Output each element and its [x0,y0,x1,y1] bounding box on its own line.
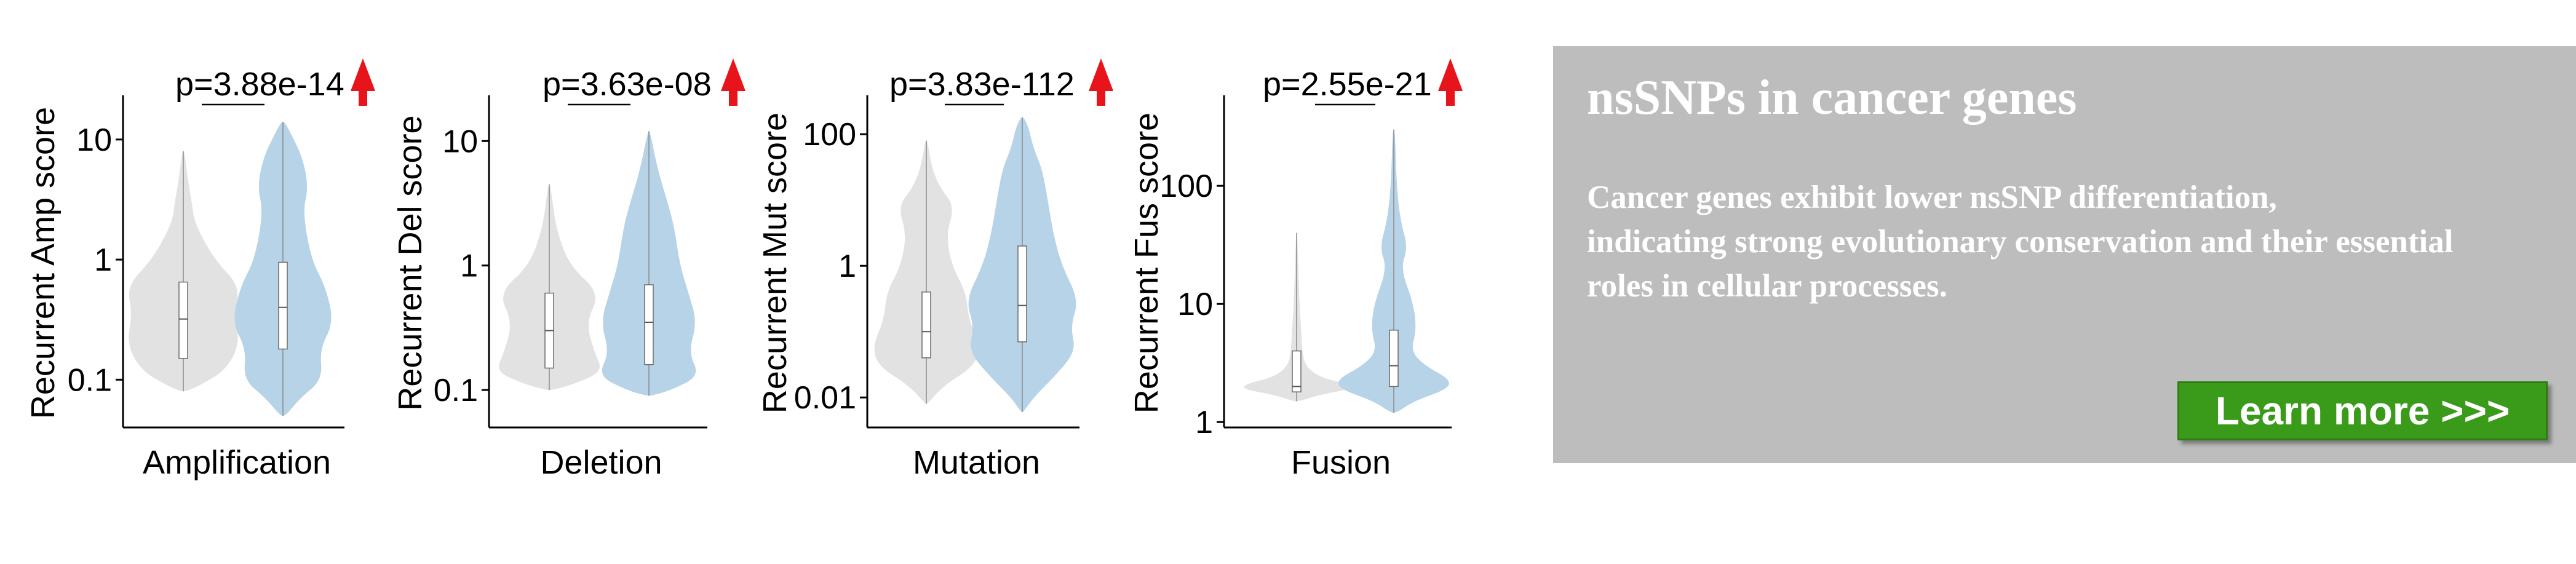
up-arrow-icon [1089,58,1113,106]
promo-description-line-1: Cancer genes exhibit lower nsSNP differe… [1587,180,2277,215]
box [178,281,188,359]
y-tick-label: 100 [803,117,856,153]
promo-description: Cancer genes exhibit lower nsSNP differe… [1587,175,2571,308]
promo-description-line-3: roles in cellular processes. [1587,268,1947,304]
p-value-label: p=3.63e-08 [543,66,712,103]
p-value-label: p=2.55e-21 [1263,66,1432,103]
promo-panel: nsSNPs in cancer genes Cancer genes exhi… [1553,46,2576,463]
p-value-label: p=3.88e-14 [175,66,344,103]
x-axis-label: Mutation [913,444,1040,481]
x-axis-label: Amplification [143,444,331,481]
y-axis-label: Recurrent Del score [392,115,429,410]
y-tick-label: 10 [1177,287,1213,322]
violin-charts: 0.1 1 10 Recurrent Amp score Amplification p=… [25,58,1463,481]
y-tick-label: 0.1 [434,373,478,408]
y-axis-label: Recurrent Fus score [1128,113,1165,413]
x-axis-label: Deletion [540,444,662,481]
y-tick-label: 0.01 [794,380,856,416]
box [1017,245,1027,343]
y-tick-label: 10 [76,122,112,158]
y-tick-label: 1 [94,242,112,278]
box [644,284,654,365]
y-tick-label: 1 [838,248,856,284]
p-value-label: p=3.83e-112 [889,66,1075,103]
y-tick-label: 10 [442,124,478,159]
box [1389,330,1399,387]
promo-description-line-2: indicating strong evolutionary conservat… [1587,224,2454,260]
box [1292,350,1302,392]
y-tick-label: 1 [460,248,478,284]
y-tick-label: 0.1 [68,362,112,398]
box [278,261,288,350]
y-axis-label: Recurrent Mut score [757,113,793,413]
learn-more-button[interactable]: Learn more >>> [2177,381,2548,440]
up-arrow-icon [721,58,745,106]
up-arrow-icon [1438,58,1463,106]
promo-title: nsSNPs in cancer genes [1587,71,2077,125]
y-axis-label: Recurrent Amp score [25,107,62,419]
box [921,292,931,359]
up-arrow-icon [351,58,375,106]
y-tick-label: 1 [1195,405,1213,440]
y-tick-label: 100 [1159,169,1213,204]
x-axis-label: Fusion [1291,444,1391,481]
